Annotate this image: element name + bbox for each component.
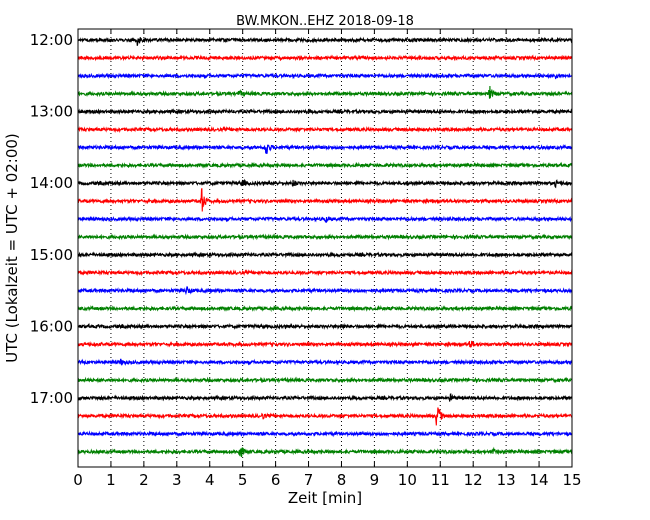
trace-1300 [77, 107, 573, 116]
x-tick-label-4: 4 [205, 471, 215, 489]
x-tick-label-8: 8 [337, 471, 347, 489]
trace-1600 [77, 322, 573, 331]
x-tick-label-2: 2 [139, 471, 149, 489]
trace-1400 [77, 178, 573, 189]
x-tick-label-3: 3 [172, 471, 182, 489]
x-tick-label-0: 0 [73, 471, 83, 489]
trace-1245 [77, 85, 573, 99]
trace-1500 [77, 251, 573, 259]
x-tick-label-7: 7 [304, 471, 314, 489]
trace-1530 [77, 285, 573, 296]
x-tick-labels: 0 1 2 3 4 5 6 7 8 9 10 11 12 13 14 15 [73, 471, 581, 489]
x-tick-label-1: 1 [106, 471, 116, 489]
y-tick-label-1400: 14:00 [30, 174, 73, 192]
y-axis-label: UTC (Lokalzeit = UTC + 02:00) [3, 133, 21, 363]
x-tick-label-5: 5 [238, 471, 248, 489]
trace-1700 [77, 393, 573, 402]
trace-1615 [77, 340, 573, 348]
trace-1630 [77, 358, 573, 366]
trace-1730 [77, 430, 573, 438]
trace-1645 [77, 376, 573, 384]
trace-1745 [77, 446, 573, 458]
y-tick-label-1500: 15:00 [30, 246, 73, 264]
y-tick-label-1600: 16:00 [30, 317, 73, 335]
chart-title: BW.MKON..EHZ 2018-09-18 [236, 14, 414, 29]
y-tick-label-1300: 13:00 [30, 103, 73, 121]
y-tick-label-1700: 17:00 [30, 389, 73, 407]
trace-1545 [77, 304, 573, 313]
trace-1445 [77, 233, 573, 241]
trace-1345 [77, 161, 573, 169]
x-tick-label-6: 6 [271, 471, 281, 489]
x-tick-label-15: 15 [562, 471, 581, 489]
trace-1230 [77, 72, 573, 80]
x-tick-label-11: 11 [431, 471, 450, 489]
y-tick-labels: 12:00 13:00 14:00 15:00 16:00 17:00 [30, 31, 73, 407]
x-tick-label-13: 13 [497, 471, 516, 489]
x-tick-label-12: 12 [464, 471, 483, 489]
plot-frame [77, 28, 573, 468]
trace-1715 [77, 407, 573, 426]
trace-1430 [77, 215, 573, 224]
x-tick-label-10: 10 [398, 471, 417, 489]
trace-1200 [77, 36, 573, 46]
trace-1515 [77, 269, 573, 277]
trace-1415 [77, 188, 573, 212]
axis-ticks [77, 29, 573, 467]
trace-1330 [77, 143, 573, 155]
trace-1215 [77, 54, 573, 62]
y-tick-label-1200: 12:00 [30, 31, 73, 49]
x-tick-label-14: 14 [530, 471, 549, 489]
seismic-traces [77, 36, 573, 458]
x-tick-label-9: 9 [370, 471, 380, 489]
trace-1315 [77, 125, 573, 134]
x-axis-label: Zeit [min] [288, 489, 362, 507]
